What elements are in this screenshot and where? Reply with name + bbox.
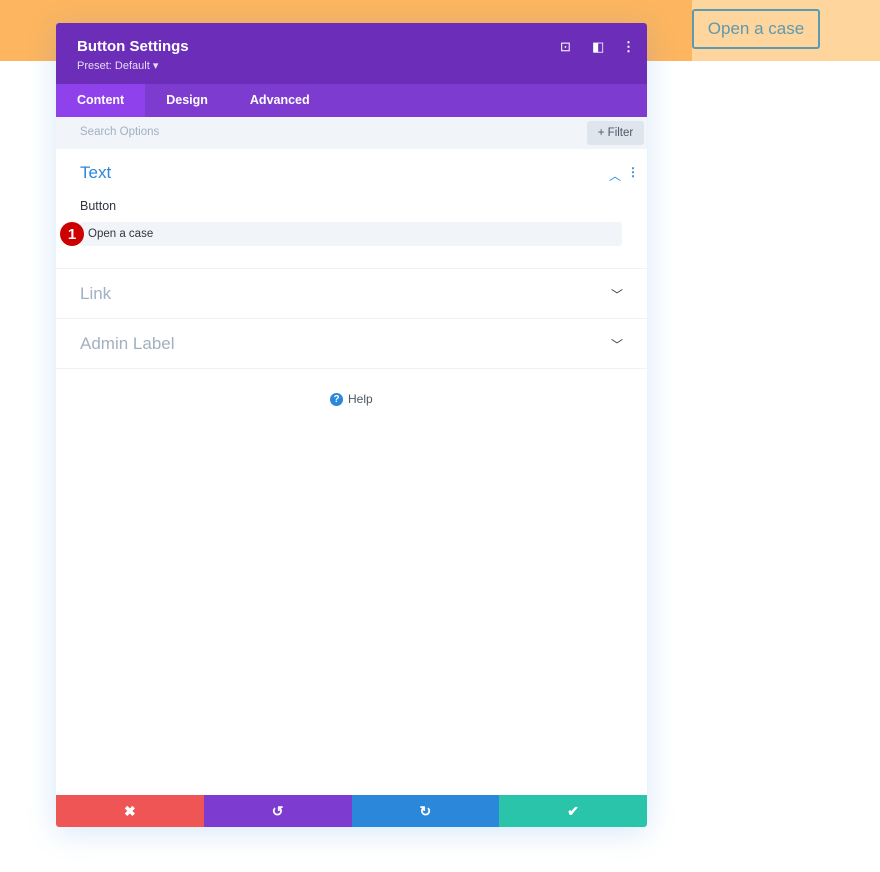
tab-advanced[interactable]: Advanced: [249, 93, 310, 107]
button-text-input[interactable]: Open a case: [80, 222, 622, 246]
section-text: Text ︿ ⋮ Button Open a case 1: [56, 149, 647, 269]
fullscreen-icon[interactable]: ⊡: [560, 39, 571, 54]
save-button[interactable]: ✔: [499, 795, 647, 827]
close-icon: ✖: [124, 802, 136, 819]
section-admin-title: Admin Label: [80, 334, 175, 353]
search-input[interactable]: Search Options: [80, 126, 160, 138]
section-admin-label[interactable]: Admin Label ﹀: [56, 319, 647, 369]
help-label: Help: [348, 392, 373, 406]
more-options-icon[interactable]: ⋮: [622, 39, 635, 54]
section-link-title: Link: [80, 284, 112, 303]
undo-icon: ↺: [271, 802, 284, 819]
chevron-down-icon[interactable]: ﹀: [610, 338, 623, 352]
button-settings-modal: Button Settings Preset: Default ▾ ⊡ ◧ ⋮ …: [56, 23, 647, 827]
section-link[interactable]: Link ﹀: [56, 269, 647, 319]
step-badge: 1: [60, 222, 84, 246]
filter-button[interactable]: + Filter: [587, 121, 644, 145]
section-menu-icon[interactable]: ⋮: [627, 165, 639, 179]
redo-button[interactable]: ↻: [351, 795, 500, 827]
tab-content[interactable]: Content: [56, 84, 146, 117]
undo-button[interactable]: ↺: [203, 795, 352, 827]
redo-icon: ↻: [419, 802, 432, 819]
chevron-down-icon[interactable]: ﹀: [610, 288, 623, 302]
section-text-title[interactable]: Text: [80, 163, 112, 182]
help-icon: ?: [330, 392, 343, 406]
button-field-label: Button: [80, 199, 117, 213]
open-case-page-button[interactable]: Open a case: [692, 9, 820, 49]
modal-header[interactable]: Button Settings Preset: Default ▾ ⊡ ◧ ⋮: [56, 23, 647, 84]
split-view-icon[interactable]: ◧: [592, 39, 605, 54]
tab-bar: Content Design Advanced: [56, 84, 647, 117]
help-link[interactable]: ? Help: [330, 392, 373, 406]
chevron-up-icon[interactable]: ︿: [608, 169, 621, 183]
discard-button[interactable]: ✖: [56, 795, 204, 827]
search-bar: Search Options + Filter: [56, 117, 647, 149]
tab-design[interactable]: Design: [166, 93, 208, 107]
modal-footer: ✖ ↺ ↻ ✔: [56, 795, 647, 827]
preset-dropdown[interactable]: Preset: Default ▾: [77, 60, 159, 72]
check-icon: ✔: [567, 802, 579, 819]
modal-title: Button Settings: [77, 38, 189, 55]
